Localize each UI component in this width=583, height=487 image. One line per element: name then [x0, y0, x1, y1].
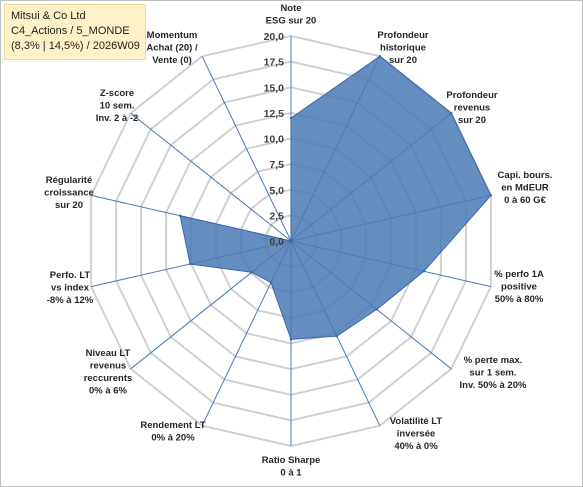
tick-label: 5,0	[269, 185, 284, 197]
tick-label: 2,5	[269, 210, 284, 222]
axis-label: revenus	[90, 361, 126, 372]
axis-label: vs index	[51, 283, 90, 294]
tick-label: 12,5	[264, 108, 285, 120]
data-point	[378, 55, 382, 58]
axis-label: sur 20	[55, 200, 83, 211]
axis-label: sur 1 sem.	[470, 368, 517, 379]
axis-label: % perte max.	[464, 355, 523, 366]
axis-label: 0 à 1	[280, 468, 302, 479]
title-company: Mitsui & Co Ltd	[11, 10, 86, 22]
title-category: C4_Actions / 5_MONDE	[11, 25, 130, 37]
axis-label: Ratio Sharpe	[262, 455, 321, 466]
tick-label: 0,0	[269, 236, 284, 248]
axis-label: -8% à 12%	[47, 295, 94, 306]
data-point	[188, 262, 192, 266]
data-point	[375, 308, 378, 311]
data-point	[489, 194, 493, 197]
data-point	[178, 214, 182, 217]
axis-label: Capi. bours.	[498, 170, 553, 181]
axis-label: Profondeur	[446, 90, 497, 101]
axis-label: 40% à 0%	[394, 441, 438, 452]
axis-label: Inv. 50% à 20%	[460, 380, 527, 391]
axis-label: Régularité	[46, 175, 92, 186]
axis-label: Momentum	[147, 30, 198, 41]
axis-label: Vente (0)	[152, 55, 192, 66]
axis-spoke	[201, 56, 292, 242]
axis-label: Profondeur	[377, 30, 428, 41]
data-point	[250, 271, 253, 274]
axis-label: ESG sur 20	[266, 16, 317, 27]
data-point	[289, 338, 293, 341]
series	[178, 55, 493, 341]
data-point	[335, 334, 338, 338]
axis-label: 50% à 80%	[495, 294, 544, 305]
axis-spoke	[130, 112, 292, 242]
axis-label: reccurents	[84, 373, 133, 384]
axis-label: 0% à 20%	[151, 433, 195, 444]
axis-label: Z-score	[100, 88, 134, 99]
tick-label: 7,5	[269, 159, 284, 171]
axis-label: Inv. 2 à -2	[96, 113, 139, 124]
data-point	[450, 112, 453, 115]
axis-label: Rendement LT	[140, 420, 205, 431]
tick-labels: 0,0 2,5 5,0 7,5 10,0 12,5 15,0 17,5 20,0	[264, 31, 285, 248]
axis-label: positive	[501, 282, 537, 293]
axis-label: 0% à 6%	[89, 386, 128, 397]
tick-label: 20,0	[264, 31, 285, 43]
axis-label: Perfo. LT	[50, 270, 91, 281]
series-area	[179, 55, 492, 340]
axis-label: sur 20	[458, 115, 486, 126]
data-point	[289, 116, 293, 120]
data-point	[289, 239, 293, 243]
axis-label: inversée	[397, 429, 436, 440]
axis-label: % perfo 1A	[494, 269, 544, 280]
axis-label: Niveau LT	[86, 348, 131, 359]
axis-label: sur 20	[389, 55, 417, 66]
chart-title-box: Mitsui & Co Ltd C4_Actions / 5_MONDE (8,…	[4, 4, 146, 60]
axis-label: en MdEUR	[501, 183, 549, 194]
tick-label: 10,0	[264, 134, 285, 146]
axis-label: 10 sem.	[100, 101, 135, 112]
axis-label: revenus	[454, 103, 490, 114]
axis-label: croissance	[44, 188, 94, 199]
axis-label: historique	[380, 43, 426, 54]
tick-label: 17,5	[264, 57, 285, 69]
axis-label: Achat (20) /	[146, 43, 198, 54]
data-point	[422, 270, 426, 273]
axis-label: 0 à 60 G€	[504, 195, 546, 206]
axis-label: Volatilité LT	[390, 416, 443, 427]
title-period: (8,3% | 14,5%) / 2026W09	[11, 40, 140, 52]
tick-label: 15,0	[264, 82, 285, 94]
data-point	[269, 281, 273, 284]
axis-label: Note	[280, 3, 301, 14]
